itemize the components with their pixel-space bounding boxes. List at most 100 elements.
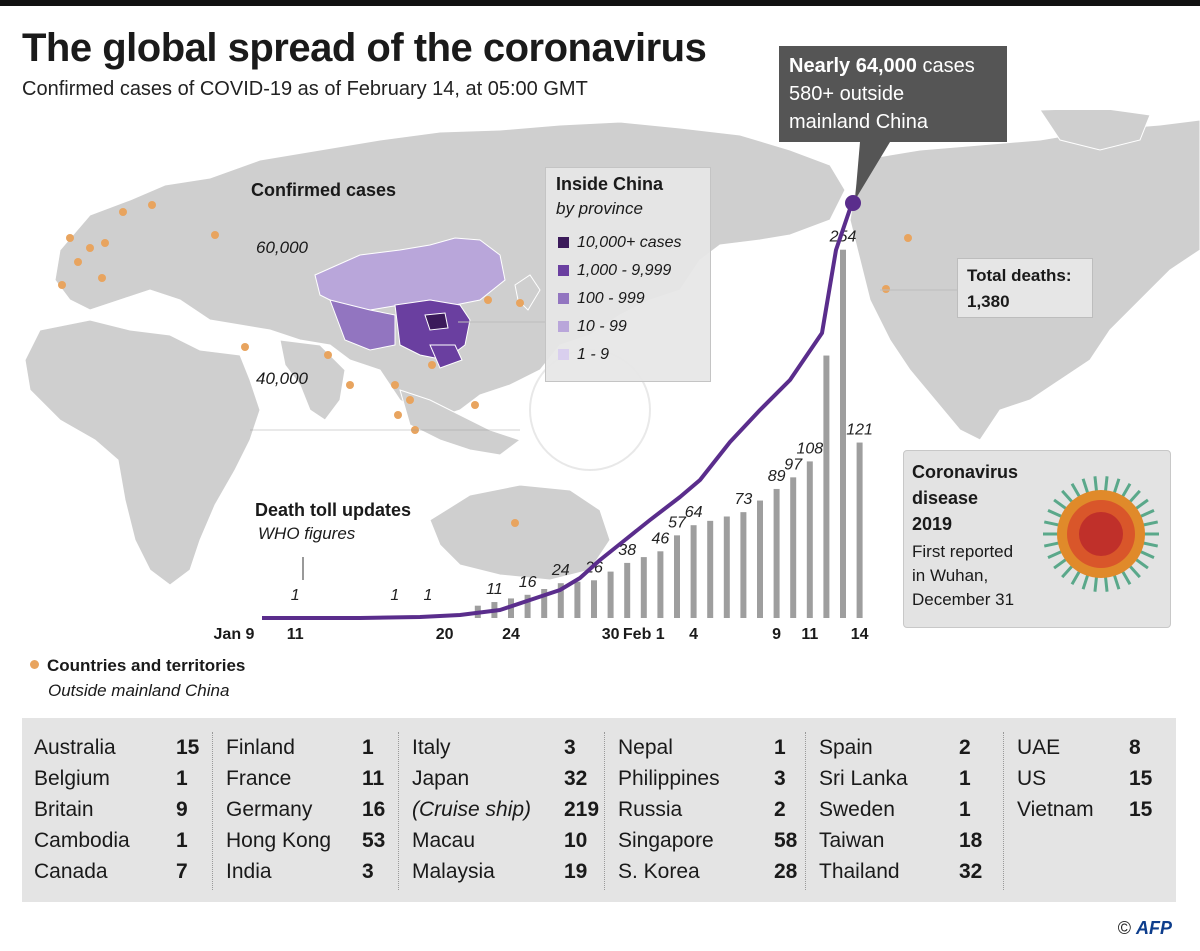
- countries-table: Australia 15 Belgium 1 Britain 9 Cambodia 1 Cana…: [22, 718, 1176, 902]
- x-tick-label: 30: [602, 626, 620, 643]
- legend-subtitle: by province: [556, 199, 643, 218]
- country-name: Taiwan: [819, 829, 885, 852]
- country-name: Belgium: [34, 767, 110, 790]
- country-row: Germany 16: [226, 794, 406, 825]
- legend-swatch: [558, 349, 569, 360]
- x-tick-label: Jan 9: [214, 626, 255, 643]
- country-row: Macau 10: [412, 825, 592, 856]
- country-name: Macau: [412, 829, 476, 852]
- country-name: Malaysia: [412, 860, 495, 883]
- death-bar: [690, 525, 697, 618]
- legend-swatch: [558, 321, 569, 332]
- death-label: 57: [668, 514, 687, 531]
- column-separator: [805, 732, 807, 890]
- death-label: 97: [784, 456, 803, 473]
- country-row: India 3: [226, 856, 406, 887]
- death-label: 16: [519, 574, 537, 591]
- death-bar: [840, 249, 846, 618]
- country-count: 3: [564, 736, 576, 759]
- country-row: Finland 1: [226, 732, 406, 763]
- death-bar: [657, 551, 664, 618]
- death-label: 121: [846, 422, 873, 439]
- country-name: Italy: [412, 736, 451, 759]
- country-row: Nepal 1: [618, 732, 798, 763]
- country-column: Nepal 1 Philippines 3 Russia 2 Singapore 58 S. K…: [618, 732, 798, 887]
- death-label: 108: [796, 440, 823, 457]
- country-name: US: [1017, 767, 1047, 790]
- country-row: Russia 2: [618, 794, 798, 825]
- death-label: 24: [551, 562, 570, 579]
- death-bar: [624, 562, 631, 618]
- country-count: 1: [959, 767, 971, 790]
- china-provinces: [314, 237, 506, 369]
- country-row: Australia 15: [34, 732, 214, 763]
- death-label: 1: [424, 587, 433, 604]
- top-rule: [0, 0, 1200, 6]
- country-row: Sri Lanka 1: [819, 763, 999, 794]
- total-deaths-label: Total deaths:: [967, 266, 1072, 285]
- country-count: 1: [362, 736, 374, 759]
- country-name: Vietnam: [1017, 798, 1094, 821]
- legend-item: 10,000+ cases: [558, 234, 682, 252]
- country-row: Singapore 58: [618, 825, 798, 856]
- country-name: Hong Kong: [226, 829, 332, 852]
- death-bar: [856, 442, 863, 618]
- death-bar: [574, 581, 581, 618]
- country-name: Thailand: [819, 860, 900, 883]
- landmass-africa: [24, 319, 261, 586]
- death-bar: [557, 583, 564, 618]
- country-count: 2: [959, 736, 971, 759]
- country-name: Japan: [412, 767, 470, 790]
- column-separator: [398, 732, 400, 890]
- country-row: Vietnam 15: [1017, 794, 1197, 825]
- country-name: Britain: [34, 798, 94, 821]
- country-count: 11: [362, 767, 385, 790]
- virus-info-box: Coronavirus disease 2019 First reported …: [903, 450, 1171, 628]
- country-count: 219: [564, 798, 600, 821]
- countries-legend-title: Countries and territories: [30, 656, 245, 676]
- landmass-se-asia: [399, 389, 522, 456]
- country-row: Belgium 1: [34, 763, 214, 794]
- virus-illustration: [1043, 476, 1159, 592]
- country-column: Spain 2 Sri Lanka 1 Sweden 1 Taiwan 18 Thailand 3…: [819, 732, 999, 887]
- country-count: 15: [1129, 767, 1153, 790]
- country-row: Britain 9: [34, 794, 214, 825]
- death-bar: [674, 535, 680, 618]
- death-label: 11: [486, 581, 503, 598]
- country-row: S. Korea 28: [618, 856, 798, 887]
- legend-item: 100 - 999: [558, 290, 645, 308]
- country-name: Sri Lanka: [819, 767, 908, 790]
- country-column: Finland 1 France 11 Germany 16 Hong Kong 53 Indi…: [226, 732, 406, 887]
- country-name: S. Korea: [618, 860, 700, 883]
- country-count: 3: [362, 860, 374, 883]
- country-name: Philippines: [618, 767, 720, 790]
- column-separator: [604, 732, 606, 890]
- country-row: UAE 8: [1017, 732, 1197, 763]
- death-bar: [591, 580, 597, 618]
- country-count: 1: [176, 767, 188, 790]
- country-row: Canada 7: [34, 856, 214, 887]
- country-count: 10: [564, 829, 588, 852]
- death-bar: [806, 461, 813, 618]
- total-deaths-value: 1,380: [967, 292, 1010, 311]
- death-bar: [607, 571, 614, 618]
- afp-logo: AFP: [1136, 918, 1172, 938]
- country-name: India: [226, 860, 272, 883]
- legend-swatch: [558, 265, 569, 276]
- country-count: 8: [1129, 736, 1141, 759]
- death-label: 1: [390, 587, 399, 604]
- death-bar: [707, 520, 714, 618]
- x-tick-label: 9: [772, 626, 781, 643]
- death-toll-bars: [474, 249, 863, 618]
- country-dot-icon: [30, 660, 39, 669]
- country-count: 32: [959, 860, 983, 883]
- country-name: Russia: [618, 798, 683, 821]
- death-label: 46: [652, 530, 670, 547]
- country-name: France: [226, 767, 292, 790]
- death-label: 1: [291, 587, 300, 604]
- death-toll-subtitle: WHO figures: [258, 524, 356, 543]
- country-count: 15: [176, 736, 200, 759]
- death-bar: [823, 355, 830, 618]
- death-bar: [790, 477, 797, 618]
